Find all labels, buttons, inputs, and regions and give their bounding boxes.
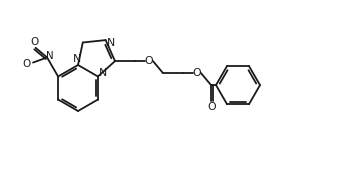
Text: O: O bbox=[145, 56, 153, 66]
Text: O: O bbox=[193, 68, 201, 78]
Text: N: N bbox=[99, 68, 107, 77]
Text: O: O bbox=[208, 102, 216, 112]
Text: O: O bbox=[31, 37, 39, 47]
Text: N: N bbox=[107, 38, 115, 48]
Text: N: N bbox=[73, 55, 81, 64]
Text: N: N bbox=[46, 51, 54, 61]
Text: O: O bbox=[23, 59, 31, 69]
